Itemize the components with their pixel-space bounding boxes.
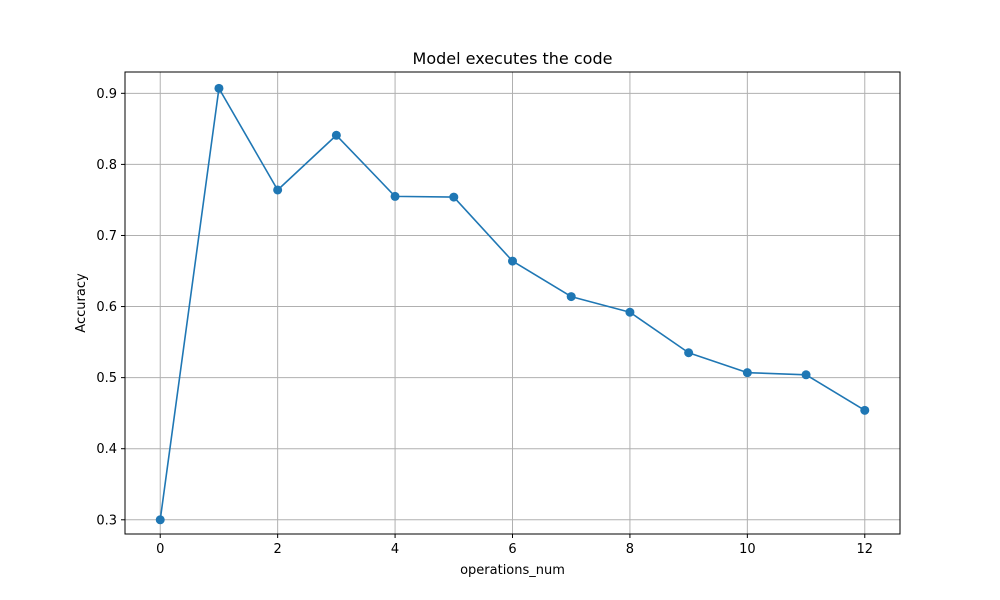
x-tick-label: 12 [856, 542, 873, 557]
y-axis-label: Accuracy [74, 273, 89, 333]
data-point [449, 192, 459, 202]
y-tick-label: 0.4 [96, 442, 117, 457]
y-tick-label: 0.8 [96, 158, 117, 173]
data-point [684, 348, 694, 358]
data-point [273, 185, 283, 195]
data-point [390, 191, 400, 201]
chart-title: Model executes the code [413, 49, 613, 68]
x-tick-label: 0 [156, 542, 164, 557]
x-tick-label: 4 [391, 542, 399, 557]
data-point [155, 515, 165, 525]
x-tick-label: 2 [274, 542, 282, 557]
y-tick-label: 0.5 [96, 371, 117, 386]
y-tick-label: 0.7 [96, 229, 117, 244]
data-point [214, 83, 224, 93]
data-point [860, 405, 870, 415]
data-point [625, 307, 635, 317]
data-point [566, 292, 576, 302]
axis-ticks: 0 2 4 6 8 10 12 0.3 0.4 0.5 0.6 0.7 0.8 0.9 [96, 87, 873, 557]
x-tick-label: 8 [626, 542, 634, 557]
grid-lines [125, 72, 900, 534]
data-series [155, 83, 870, 525]
x-tick-label: 10 [739, 542, 756, 557]
data-point [508, 256, 517, 266]
data-point [801, 370, 811, 380]
y-tick-label: 0.9 [96, 87, 117, 102]
y-tick-label: 0.6 [96, 300, 117, 315]
y-tick-label: 0.3 [96, 513, 117, 528]
x-tick-label: 6 [508, 542, 516, 557]
x-axis-label: operations_num [460, 563, 565, 578]
data-point [331, 130, 341, 140]
data-point [742, 368, 752, 378]
